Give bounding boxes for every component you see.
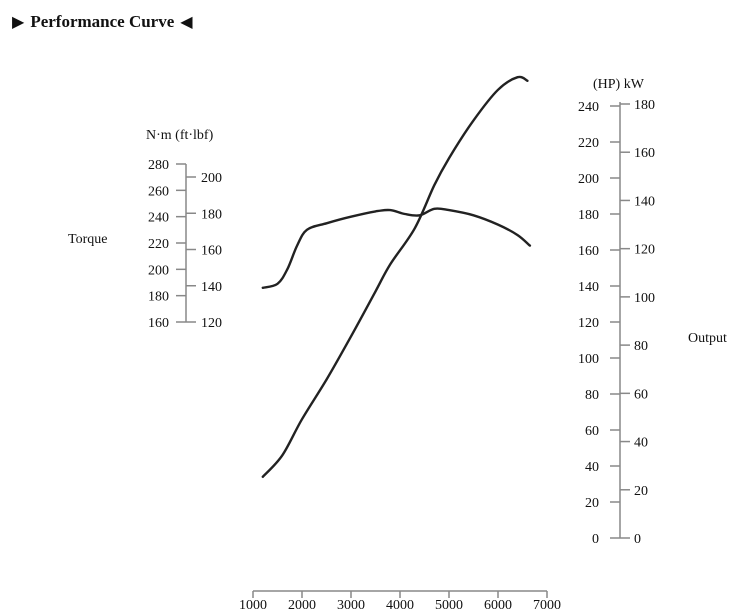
output-hp-tick-label-0: 0 [592, 532, 599, 547]
output-hp-tick-label-160: 160 [578, 244, 599, 259]
torque-nm-tick-label-240: 240 [148, 211, 169, 226]
output-kw-tick-label-180: 180 [634, 98, 655, 113]
left-triangle-icon: ◀ [180, 14, 193, 31]
output-hp-tick-label-20: 20 [585, 496, 599, 511]
output-hp-tick-label-120: 120 [578, 316, 599, 331]
torque-ftlbf-tick-label-120: 120 [201, 316, 222, 331]
torque-ftlbf-tick-label-180: 180 [201, 207, 222, 222]
output-hp-tick-label-220: 220 [578, 136, 599, 151]
x-tick-label-7000: 7000 [533, 598, 561, 613]
output-kw-tick-label-20: 20 [634, 484, 648, 499]
torque-units-label: N·m (ft·lbf) [146, 128, 214, 143]
torque-nm-tick-label-180: 180 [148, 290, 169, 305]
output-kw-tick-label-60: 60 [634, 387, 648, 402]
x-tick-label-3000: 3000 [337, 598, 365, 613]
x-tick-label-5000: 5000 [435, 598, 463, 613]
torque-ftlbf-tick-label-200: 200 [201, 171, 222, 186]
x-tick-label-4000: 4000 [386, 598, 414, 613]
output-hp-tick-label-60: 60 [585, 424, 599, 439]
torque-nm-tick-label-160: 160 [148, 316, 169, 331]
torque-ftlbf-tick-label-160: 160 [201, 244, 222, 259]
page-title-text: Performance Curve [30, 12, 175, 31]
x-tick-label-1000: 1000 [239, 598, 267, 613]
output-hp-tick-label-200: 200 [578, 172, 599, 187]
output-hp-tick-label-240: 240 [578, 100, 599, 115]
output-hp-tick-label-180: 180 [578, 208, 599, 223]
output-kw-tick-label-80: 80 [634, 339, 648, 354]
output-units-label: (HP) kW [593, 77, 645, 92]
right-triangle-icon: ▶ [12, 14, 25, 31]
output-hp-tick-label-80: 80 [585, 388, 599, 403]
output-kw-tick-label-160: 160 [634, 146, 655, 161]
torque-axis-label: Torque [68, 232, 107, 247]
output-kw-tick-label-100: 100 [634, 291, 655, 306]
output-hp-tick-label-140: 140 [578, 280, 599, 295]
output-kw-tick-label-120: 120 [634, 243, 655, 258]
torque-curve [261, 207, 532, 289]
x-tick-label-2000: 2000 [288, 598, 316, 613]
torque-nm-tick-label-220: 220 [148, 237, 169, 252]
torque-ftlbf-tick-label-140: 140 [201, 280, 222, 295]
torque-nm-tick-label-280: 280 [148, 158, 169, 173]
output-hp-tick-label-100: 100 [578, 352, 599, 367]
output-hp-tick-label-40: 40 [585, 460, 599, 475]
output-curve [261, 75, 529, 478]
output-axis-label: Output [688, 331, 727, 346]
output-kw-tick-label-0: 0 [634, 532, 641, 547]
output-kw-tick-label-40: 40 [634, 436, 648, 451]
output-kw-tick-label-140: 140 [634, 194, 655, 209]
x-tick-label-6000: 6000 [484, 598, 512, 613]
torque-nm-tick-label-200: 200 [148, 263, 169, 278]
page-title: ▶ Performance Curve ◀ [12, 12, 193, 32]
torque-nm-tick-label-260: 260 [148, 184, 169, 199]
